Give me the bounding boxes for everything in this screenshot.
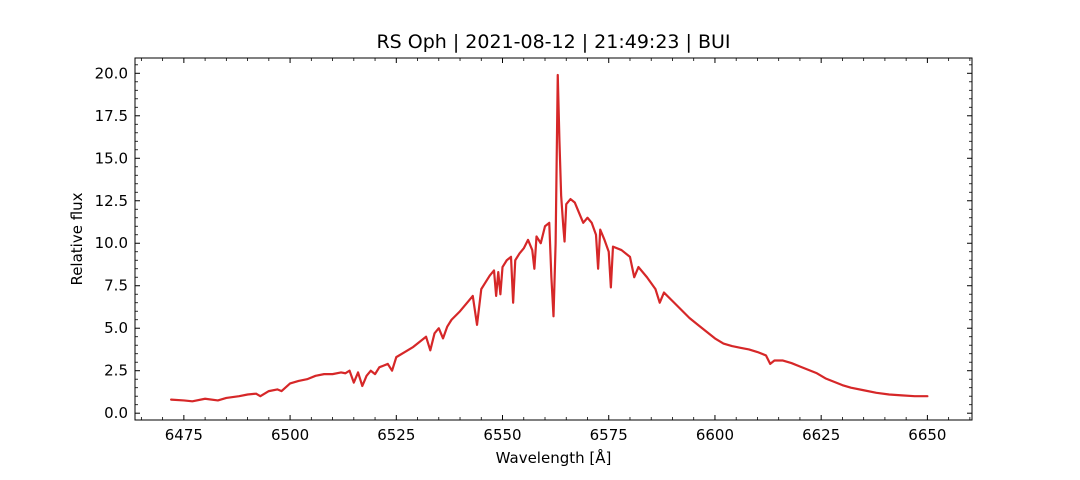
spectrum-line [170,73,929,403]
x-tick-label: 6625 [802,426,840,444]
x-tick-label: 6525 [377,426,415,444]
y-tick-label: 15.0 [95,149,128,167]
y-tick-label: 2.5 [104,362,128,380]
x-tick-label: 6575 [590,426,628,444]
y-tick-label: 0.0 [104,404,128,422]
x-tick-label: 6550 [483,426,521,444]
y-tick-label: 7.5 [104,277,128,295]
y-tick-label: 20.0 [95,64,128,82]
y-tick-label: 12.5 [95,192,128,210]
x-tick-label: 6475 [165,426,203,444]
plot-frame [134,57,973,421]
axis-ticks: 6475 6500 6525 6550 6575 6600 6625 6650 0.0 2.5 5.… [95,58,972,444]
x-tick-label: 6500 [271,426,309,444]
y-tick-label: 5.0 [104,319,128,337]
y-axis-label: Relative flux [68,192,86,285]
x-tick-label: 6600 [696,426,734,444]
y-tick-label: 10.0 [95,234,128,252]
x-tick-label: 6650 [908,426,946,444]
x-axis-label: Wavelength [Å] [496,448,612,467]
plot-area [135,58,972,420]
y-tick-label: 17.5 [95,107,128,125]
data-series [170,73,929,403]
chart-title: RS Oph | 2021-08-12 | 21:49:23 | BUI [376,31,730,53]
